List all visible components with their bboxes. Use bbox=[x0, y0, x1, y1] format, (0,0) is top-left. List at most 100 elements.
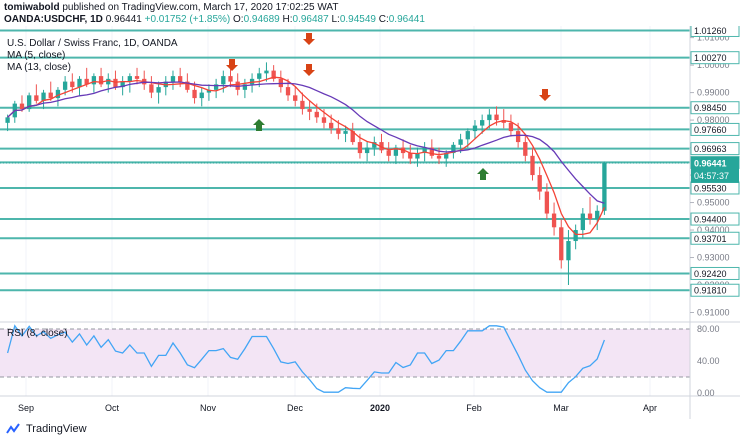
rsi-legend: RSI (8, close) bbox=[7, 328, 68, 339]
candle bbox=[573, 224, 578, 250]
candle-body bbox=[242, 84, 248, 90]
candle bbox=[480, 114, 485, 134]
candle-body bbox=[55, 89, 61, 99]
candle bbox=[156, 81, 161, 104]
candle-body bbox=[34, 95, 39, 101]
price-tick-label: 1.01000 bbox=[697, 33, 730, 43]
price-tick-label: 0.95000 bbox=[697, 198, 730, 208]
candle-body bbox=[213, 84, 219, 90]
candle bbox=[41, 89, 46, 110]
candle bbox=[544, 183, 550, 220]
candle bbox=[472, 120, 478, 140]
candle-body bbox=[170, 76, 176, 82]
candle-body bbox=[465, 131, 470, 140]
open-label: O: bbox=[233, 14, 244, 25]
candle-body bbox=[386, 150, 391, 156]
down-arrow-icon bbox=[303, 64, 315, 76]
candle bbox=[508, 114, 514, 137]
symbol-info: OANDA:USDCHF, 1D 0.96441 +0.01752 (+1.85… bbox=[4, 14, 425, 25]
candle-body bbox=[70, 81, 75, 88]
level-price-box bbox=[690, 122, 740, 136]
chart-canvas[interactable]: 1.010001.000000.990000.980000.970000.960… bbox=[0, 26, 740, 419]
candle bbox=[113, 70, 118, 90]
candle bbox=[551, 202, 557, 236]
close-label: C: bbox=[378, 14, 389, 25]
candle-body bbox=[451, 144, 456, 154]
candle bbox=[77, 76, 82, 96]
candle-body bbox=[314, 111, 319, 118]
candle bbox=[393, 144, 399, 165]
candle bbox=[134, 67, 140, 85]
candle bbox=[465, 128, 470, 148]
candle bbox=[206, 84, 212, 101]
time-axis-label: 2020 bbox=[370, 403, 390, 413]
footer: TradingView bbox=[0, 419, 740, 439]
candle-body bbox=[573, 230, 578, 242]
low-label: L: bbox=[331, 14, 340, 25]
candle-body bbox=[422, 147, 427, 154]
time-axis-label: Apr bbox=[643, 403, 657, 413]
instrument-legend: U.S. Dollar / Swiss Franc, 1D, OANDA bbox=[7, 38, 178, 49]
high-value: 0.96487 bbox=[292, 14, 329, 25]
time-axis-label: Sep bbox=[18, 403, 34, 413]
candle bbox=[566, 230, 571, 286]
down-arrow-icon bbox=[539, 89, 551, 101]
candle bbox=[559, 219, 564, 269]
candle-body bbox=[364, 147, 370, 154]
level-price-label: 0.93701 bbox=[694, 234, 727, 244]
candle-body bbox=[458, 139, 463, 145]
level-price-label: 0.92420 bbox=[694, 269, 727, 279]
candle bbox=[91, 73, 97, 93]
candle-body bbox=[487, 114, 492, 121]
candle-body bbox=[494, 114, 499, 121]
candle bbox=[595, 205, 600, 231]
candle bbox=[199, 87, 204, 107]
down-arrow-icon bbox=[303, 33, 315, 45]
publish-text: published on TradingView.com, March 17, … bbox=[62, 2, 339, 13]
candle-body bbox=[113, 78, 118, 88]
candle-body bbox=[444, 153, 449, 159]
candle-body bbox=[84, 78, 89, 85]
candle bbox=[350, 122, 355, 145]
price-tick-label: 0.99000 bbox=[697, 88, 730, 98]
last-price-text: 0.96441 bbox=[105, 14, 142, 25]
candle bbox=[34, 84, 39, 104]
candle-body bbox=[156, 87, 161, 93]
price-tick-label: 1.00000 bbox=[697, 60, 730, 70]
candle-body bbox=[329, 122, 334, 129]
candle-body bbox=[199, 92, 204, 99]
candle-body bbox=[300, 100, 305, 110]
candle-body bbox=[343, 131, 348, 134]
level-price-box bbox=[690, 26, 740, 37]
candle-body bbox=[206, 89, 212, 93]
countdown-label: 04:57:37 bbox=[694, 171, 729, 181]
candle-body bbox=[221, 76, 226, 85]
candle-body bbox=[357, 142, 363, 154]
chart-header: tomiwabold published on TradingView.com,… bbox=[0, 0, 740, 26]
candle-body bbox=[472, 125, 478, 132]
candle-body bbox=[566, 241, 571, 261]
candle-body bbox=[307, 109, 312, 112]
price-tick-label: 0.91000 bbox=[697, 308, 730, 318]
level-price-box bbox=[690, 101, 740, 115]
price-tick-label: 0.94000 bbox=[697, 225, 730, 235]
author-name[interactable]: tomiwabold bbox=[4, 2, 60, 13]
level-price-label: 0.94400 bbox=[694, 215, 727, 225]
candle bbox=[602, 161, 607, 215]
candle-body bbox=[127, 76, 132, 82]
candle bbox=[98, 67, 104, 88]
tradingview-logo[interactable]: TradingView bbox=[6, 423, 87, 435]
candle-body bbox=[293, 95, 298, 101]
candle-body bbox=[48, 92, 53, 99]
candle-body bbox=[178, 76, 183, 82]
candle-body bbox=[27, 95, 32, 110]
time-axis-label: Dec bbox=[287, 403, 304, 413]
candle-body bbox=[393, 147, 399, 156]
candle-body bbox=[228, 76, 233, 82]
price-tick-label: 0.98000 bbox=[697, 115, 730, 125]
level-price-label: 0.95530 bbox=[694, 183, 727, 193]
candle bbox=[379, 133, 384, 154]
candle-body bbox=[120, 81, 125, 88]
candle-body bbox=[185, 81, 190, 90]
candle-body bbox=[106, 78, 111, 85]
